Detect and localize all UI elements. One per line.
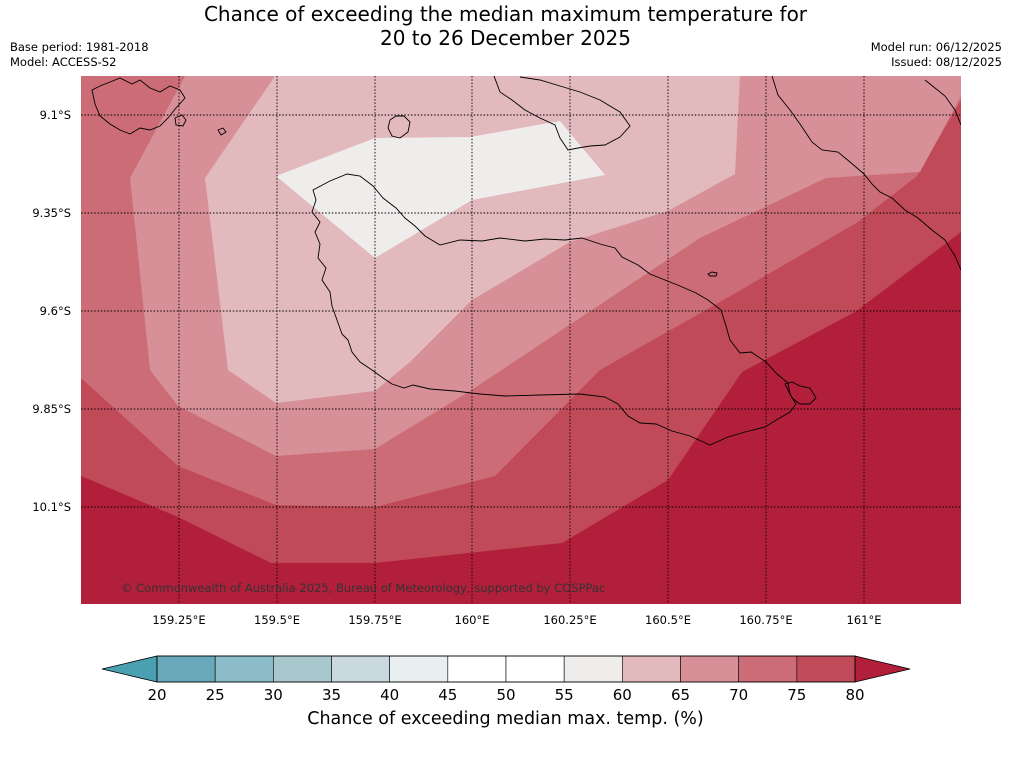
coastline-islet-2 xyxy=(707,271,718,277)
colorbar-tick: 45 xyxy=(438,686,457,704)
colorbar-cell xyxy=(563,655,623,683)
lon-label: 160°E xyxy=(455,613,490,627)
lat-label: 9.1°S xyxy=(40,108,71,122)
lat-label: 9.6°S xyxy=(40,304,71,318)
colorbar-frame xyxy=(156,655,856,683)
colorbar-tick: 65 xyxy=(671,686,690,704)
meta-left: Base period: 1981-2018 Model: ACCESS-S2 xyxy=(10,40,149,70)
title-line-2: 20 to 26 December 2025 xyxy=(379,26,631,50)
colorbar-tick: 55 xyxy=(555,686,574,704)
coastline-northwest-islands xyxy=(91,77,186,135)
lon-label: 160.25°E xyxy=(543,613,596,627)
coastline-islet-3 xyxy=(784,381,817,405)
colorbar-cell xyxy=(796,655,856,683)
colorbar-tick: 40 xyxy=(380,686,399,704)
coastline-islet-5 xyxy=(217,127,227,136)
coastline-east-island xyxy=(771,76,961,271)
colorbar-label: Chance of exceeding median max. temp. (%… xyxy=(307,709,704,729)
coastline-islet-1 xyxy=(387,115,411,139)
probability-contours xyxy=(81,76,961,604)
model-name: Model: ACCESS-S2 xyxy=(10,55,117,69)
contour-55 xyxy=(276,121,605,258)
colorbar-tick: 30 xyxy=(264,686,283,704)
title-line-1: Chance of exceeding the median maximum t… xyxy=(203,2,808,26)
lon-label: 159.25°E xyxy=(152,613,205,627)
colorbar-tick: 20 xyxy=(147,686,166,704)
colorbar-cell xyxy=(331,655,390,683)
latitude-labels: 9.1°S 9.35°S 9.6°S 9.85°S 10.1°S xyxy=(32,108,71,514)
lat-label: 9.85°S xyxy=(32,402,71,416)
lon-label: 159.5°E xyxy=(254,613,300,627)
lon-label: 160.5°E xyxy=(645,613,691,627)
colorbar-cells xyxy=(156,655,856,683)
colorbar-cell xyxy=(680,655,739,683)
coastline-main-island xyxy=(311,173,797,446)
colorbar-tick: 60 xyxy=(613,686,632,704)
colorbar-cell xyxy=(273,655,332,683)
colorbar-over-arrow xyxy=(854,655,911,683)
colorbar-tick: 75 xyxy=(787,686,806,704)
colorbar-cell xyxy=(389,655,449,683)
lon-label: 160.75°E xyxy=(739,613,792,627)
colorbar-tick: 70 xyxy=(729,686,748,704)
colorbar-tick: 80 xyxy=(845,686,864,704)
copyright-notice: © Commonwealth of Australia 2025, Bureau… xyxy=(121,581,605,595)
lat-label: 9.35°S xyxy=(32,206,71,220)
issued-date: Issued: 08/12/2025 xyxy=(891,55,1002,69)
colorbar-cell xyxy=(622,655,681,683)
graticule xyxy=(81,76,961,604)
coastlines xyxy=(91,76,961,446)
colorbar-cell xyxy=(156,655,216,683)
colorbar-cell xyxy=(214,655,274,683)
coastline-east-tip xyxy=(924,79,961,126)
base-period: Base period: 1981-2018 xyxy=(10,40,149,54)
longitude-labels: 159.25°E 159.5°E 159.75°E 160°E 160.25°E… xyxy=(152,613,881,627)
colorbar-under-arrow xyxy=(101,655,158,683)
colorbar-tick: 35 xyxy=(322,686,341,704)
colorbar-cell xyxy=(738,655,798,683)
colorbar-ticks: 20 25 30 35 40 45 50 55 60 65 70 75 80 xyxy=(147,686,864,704)
colorbar-cell xyxy=(505,655,565,683)
lon-label: 159.75°E xyxy=(348,613,401,627)
meta-right: Model run: 06/12/2025 Issued: 08/12/2025 xyxy=(871,40,1002,70)
map-title: Chance of exceeding the median maximum t… xyxy=(0,2,1011,50)
colorbar-tick: 25 xyxy=(206,686,225,704)
colorbar-cell xyxy=(447,655,507,683)
model-run: Model run: 06/12/2025 xyxy=(870,40,1002,54)
colorbar-tick: 50 xyxy=(496,686,515,704)
coastline-north-island xyxy=(493,76,631,151)
colorbar: 20 25 30 35 40 45 50 55 60 65 70 75 80 xyxy=(101,655,911,704)
coastline-islet-4 xyxy=(174,114,187,127)
lat-label: 10.1°S xyxy=(32,500,71,514)
lon-label: 161°E xyxy=(847,613,882,627)
